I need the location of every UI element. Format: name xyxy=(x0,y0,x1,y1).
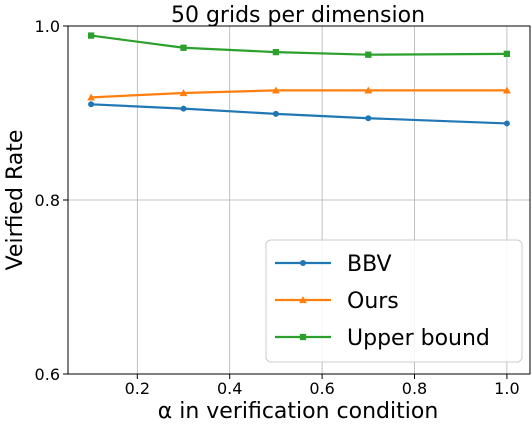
data-point-ours xyxy=(179,89,188,97)
data-point-bbv xyxy=(88,101,95,108)
x-tick-label: 0.2 xyxy=(125,379,150,398)
data-point-ours xyxy=(364,86,373,94)
axis-ticks: 0.2 0.4 0.6 0.8 1.0 0.6 0.8 1.0 xyxy=(35,17,520,398)
series-line-bbv xyxy=(91,103,507,125)
legend-label: Upper bound xyxy=(347,326,490,351)
data-point-ours xyxy=(503,86,511,94)
series-line-upper-bound xyxy=(90,34,507,56)
legend-label: Ours xyxy=(347,289,399,314)
series-group xyxy=(87,32,511,127)
data-point-upper-bound xyxy=(87,32,95,39)
data-point-ours xyxy=(87,93,95,101)
data-point-bbv xyxy=(180,105,187,112)
data-point-upper-bound xyxy=(503,50,511,57)
legend: BBV Ours Upper bound xyxy=(265,239,523,363)
legend-box xyxy=(265,239,523,363)
x-tick-label: 0.6 xyxy=(309,379,334,398)
legend-marker xyxy=(300,260,306,266)
x-tick-label: 0.4 xyxy=(217,379,242,398)
x-tick-label: 0.8 xyxy=(402,379,427,398)
data-point-bbv xyxy=(272,110,279,117)
x-axis-label: α in verification condition xyxy=(158,399,439,424)
data-point-bbv xyxy=(365,115,372,122)
x-tick-label: 1.0 xyxy=(494,379,519,398)
chart-title: 50 grids per dimension xyxy=(171,3,425,28)
data-point-upper-bound xyxy=(365,51,372,58)
data-point-upper-bound xyxy=(180,44,187,51)
data-point-bbv xyxy=(503,120,510,127)
legend-marker xyxy=(299,333,307,341)
legend-marker xyxy=(299,296,307,304)
series-line-ours xyxy=(91,89,507,99)
data-point-upper-bound xyxy=(272,48,280,56)
data-point-ours xyxy=(272,86,280,94)
y-tick-label: 0.8 xyxy=(35,191,60,210)
y-tick-label: 1.0 xyxy=(35,17,60,36)
y-axis-label: Veirfied Rate xyxy=(3,130,28,271)
y-tick-label: 0.6 xyxy=(35,365,60,384)
legend-label: BBV xyxy=(347,252,392,277)
